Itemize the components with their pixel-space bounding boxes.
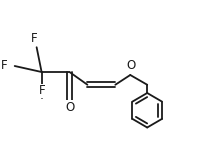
Text: F: F bbox=[0, 59, 7, 72]
Text: F: F bbox=[39, 84, 46, 97]
Text: O: O bbox=[126, 60, 135, 72]
Text: F: F bbox=[31, 33, 38, 45]
Text: O: O bbox=[66, 101, 75, 114]
